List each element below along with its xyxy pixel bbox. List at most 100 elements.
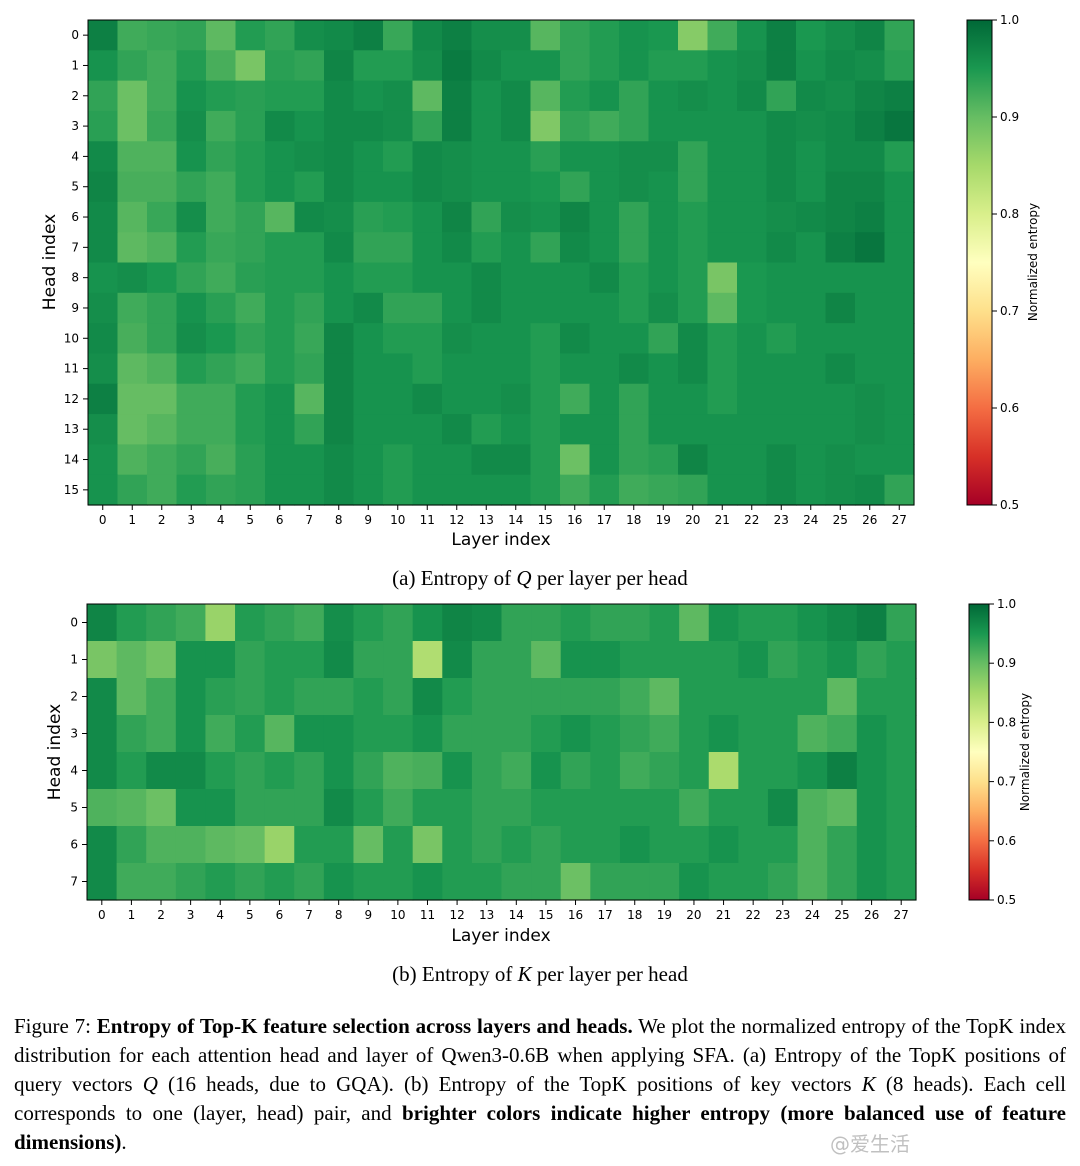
heatmap-a-cell-h12-l25: [825, 383, 856, 415]
heatmap-b-cell-h2-l3: [175, 678, 207, 716]
heatmap-a-cell-h14-l1: [117, 444, 148, 476]
heatmap-a-cell-h4-l26: [855, 141, 886, 173]
heatmap-a-cell-h1-l0: [88, 50, 119, 82]
heatmap-a-subcaption: (a) Entropy of Q per layer per head: [392, 566, 688, 590]
heatmap-b-cell-h2-l9: [353, 678, 384, 716]
heatmap-a-cell-h1-l9: [353, 50, 384, 82]
heatmap-a-cell-h10-l20: [678, 323, 709, 355]
heatmap-a-cell-h0-l1: [117, 20, 148, 51]
heatmap-a-cell-h15-l24: [796, 474, 827, 506]
heatmap-b-cell-h5-l3: [175, 789, 207, 827]
heatmap-b-cell-h1-l11: [412, 641, 443, 679]
heatmap-a-cell-h12-l4: [206, 383, 237, 415]
heatmap-a-cell-h10-l1: [117, 323, 148, 355]
heatmap-a-cell-h7-l17: [589, 232, 620, 264]
heatmap-a-cell-h14-l16: [560, 444, 591, 476]
heatmap-a-x-tick-label-21: 21: [715, 513, 730, 527]
heatmap-a-cell-h15-l12: [442, 474, 473, 506]
heatmap-b-cell-h3-l10: [383, 715, 414, 753]
heatmap-b-cell-h4-l17: [590, 752, 621, 790]
heatmap-a-cell-h10-l15: [530, 323, 561, 355]
heatmap-a-cell-h13-l13: [471, 414, 502, 445]
heatmap-b-cell-h7-l17: [590, 863, 621, 901]
heatmap-a-colorbar-ticks: 1.0 0.9 0.8 0.7 0.6 0.5: [992, 13, 1019, 512]
heatmap-a-cell-h11-l4: [206, 353, 237, 385]
heatmap-a-cell-h10-l14: [501, 323, 532, 355]
heatmap-b-cell-h0-l0: [87, 604, 118, 642]
heatmap-a-cell-h9-l13: [471, 292, 502, 324]
heatmap-a-cell-h3-l19: [648, 110, 679, 142]
heatmap-a-cell-h8-l26: [855, 262, 886, 294]
heatmap-b-x-tick-label-21: 21: [716, 908, 731, 922]
heatmap-b-cell-h3-l16: [560, 715, 591, 753]
heatmap-a-cell-h15-l5: [235, 474, 266, 506]
heatmap-b-cell-h3-l13: [471, 715, 503, 753]
heatmap-b-cell-h4-l12: [442, 752, 473, 790]
heatmap-a-cell-h6-l3: [176, 201, 207, 233]
heatmap-a-cell-h9-l14: [501, 292, 532, 324]
heatmap-a-cell-h12-l10: [383, 383, 414, 415]
heatmap-a-cell-h14-l10: [383, 444, 414, 476]
heatmap-b-cell-h2-l16: [560, 678, 591, 716]
heatmap-a-cell-h7-l12: [442, 232, 473, 264]
heatmap-a-cell-h5-l13: [471, 171, 502, 203]
heatmap-a-cell-h4-l5: [235, 141, 266, 173]
heatmap-a-cell-h9-l19: [648, 292, 679, 324]
heatmap-a-cell-h14-l20: [678, 444, 709, 476]
heatmap-b-cell-h6-l20: [679, 826, 710, 864]
heatmap-a-cell-h14-l22: [737, 444, 768, 476]
heatmap-b-cell-h0-l8: [323, 604, 355, 642]
heatmap-a-cell-h7-l0: [88, 232, 119, 264]
heatmap-b-cell-h3-l19: [649, 715, 680, 753]
heatmap-a-colorbar-tick-label-3: 0.7: [1000, 304, 1019, 318]
heatmap-a-cell-h5-l9: [353, 171, 384, 203]
heatmap-a-cell-h5-l15: [530, 171, 561, 203]
heatmap-a-cell-h14-l21: [707, 444, 738, 476]
heatmap-b-cell-h5-l2: [146, 789, 177, 827]
heatmap-a-cell-h13-l17: [589, 414, 620, 445]
heatmap-b-cell-h7-l6: [264, 863, 295, 901]
heatmap-b-cell-h4-l21: [708, 752, 739, 790]
heatmap-a-cell-h8-l18: [619, 262, 650, 294]
heatmap-b-x-tick-label-9: 9: [364, 908, 372, 922]
heatmap-a-x-tick-label-17: 17: [597, 513, 612, 527]
heatmap-b-cell-h1-l19: [649, 641, 680, 679]
heatmap-b-cell-h2-l12: [442, 678, 473, 716]
heatmap-a-cell-h2-l17: [589, 80, 620, 112]
heatmap-a-cell-h11-l13: [471, 353, 502, 385]
heatmap-a-cell-h4-l21: [707, 141, 738, 173]
heatmap-a-cell-h10-l8: [324, 323, 355, 355]
heatmap-b-cell-h6-l27: [886, 826, 917, 864]
heatmap-a-cell-h11-l19: [648, 353, 679, 385]
heatmap-a-cell-h13-l5: [235, 414, 266, 445]
heatmap-a-cell-h9-l21: [707, 292, 738, 324]
heatmap-a-cell-h5-l17: [589, 171, 620, 203]
heatmap-a-x-tick-label-0: 0: [99, 513, 107, 527]
heatmap-a-cell-h6-l20: [678, 201, 709, 233]
heatmap-a-cell-h6-l25: [825, 201, 856, 233]
heatmap-a-cell-h6-l24: [796, 201, 827, 233]
heatmap-b-cell-h3-l12: [442, 715, 473, 753]
heatmap-a-x-tick-label-20: 20: [685, 513, 700, 527]
heatmap-b-cell-h4-l5: [235, 752, 266, 790]
heatmap-a-cell-h13-l16: [560, 414, 591, 445]
heatmap-a-cell-h4-l4: [206, 141, 237, 173]
heatmap-a-y-tick-label-7: 7: [71, 240, 79, 254]
heatmap-b-cell-h3-l26: [856, 715, 887, 753]
heatmap-a-cell-h5-l7: [294, 171, 325, 203]
heatmap-b-cell-h3-l18: [619, 715, 651, 753]
heatmap-a-cell-h7-l13: [471, 232, 502, 264]
heatmap-b-y-tick-label-5: 5: [70, 801, 78, 815]
heatmap-b-cell-h5-l23: [767, 789, 799, 827]
heatmap-a-cell-h8-l6: [265, 262, 296, 294]
heatmap-b-cell-h6-l18: [619, 826, 651, 864]
heatmap-a-cell-h7-l14: [501, 232, 532, 264]
heatmap-a-cell-h6-l6: [265, 201, 296, 233]
heatmap-a-cell-h5-l23: [766, 171, 797, 203]
heatmap-a-cell-h0-l21: [707, 20, 738, 51]
heatmap-b-subcaption: (b) Entropy of K per layer per head: [392, 962, 688, 986]
heatmap-b-cell-h1-l0: [87, 641, 118, 679]
heatmap-b-cell-h3-l22: [738, 715, 769, 753]
heatmap-a-cell-h8-l20: [678, 262, 709, 294]
heatmap-a-cell-h0-l7: [294, 20, 325, 51]
